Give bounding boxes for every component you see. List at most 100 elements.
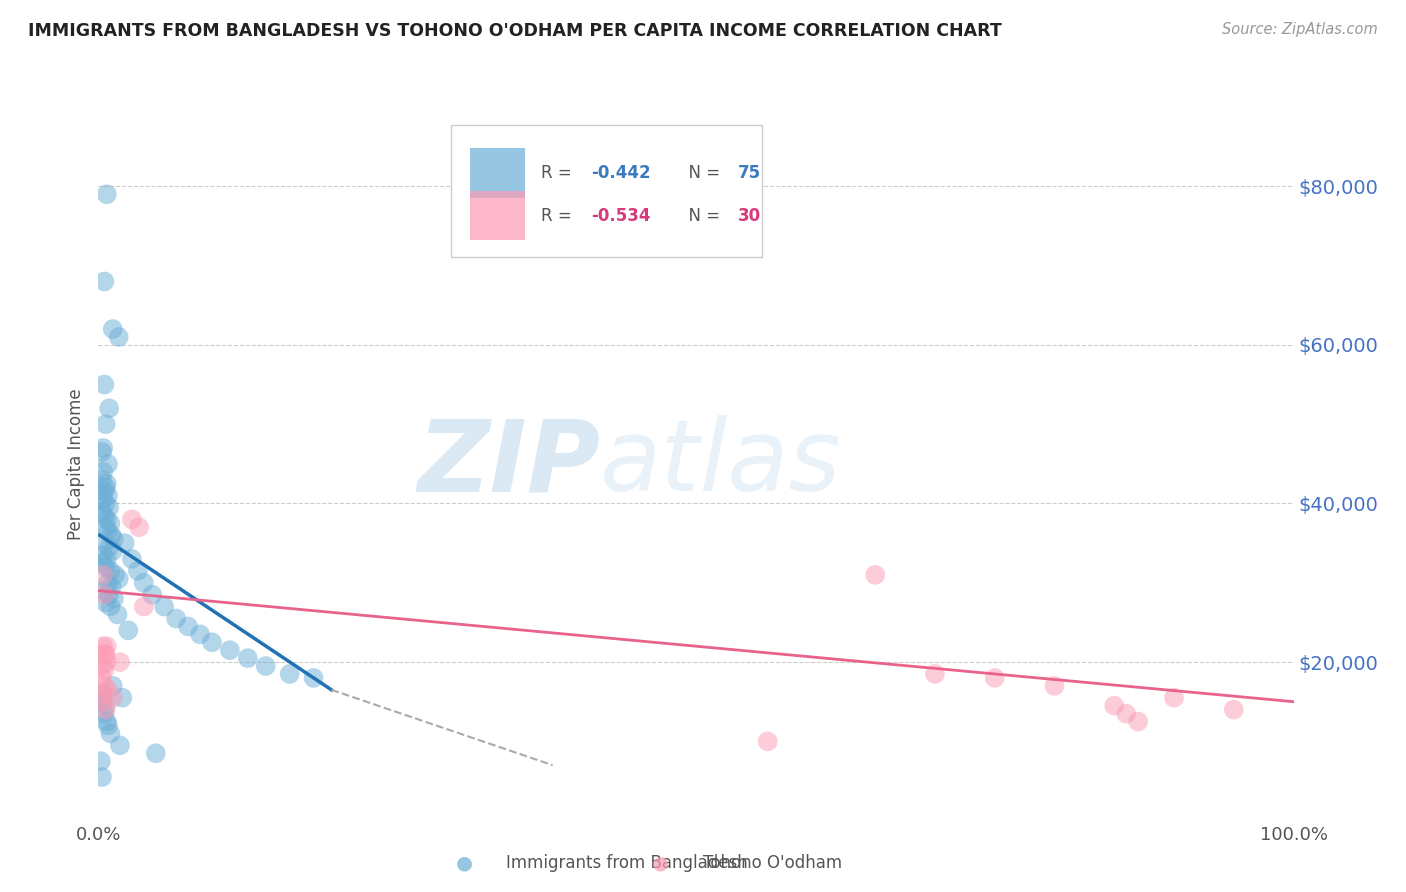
- Text: R =: R =: [540, 207, 576, 225]
- Point: [1163, 690, 1185, 705]
- Point: [127, 564, 149, 578]
- Point: [863, 567, 887, 582]
- Point: [219, 643, 242, 657]
- Point: [94, 698, 117, 713]
- Point: [91, 639, 114, 653]
- Text: IMMIGRANTS FROM BANGLADESH VS TOHONO O'ODHAM PER CAPITA INCOME CORRELATION CHART: IMMIGRANTS FROM BANGLADESH VS TOHONO O'O…: [28, 22, 1002, 40]
- Point: [236, 651, 259, 665]
- Point: [91, 473, 114, 487]
- Point: [90, 754, 112, 768]
- Point: [96, 476, 118, 491]
- Point: [94, 703, 117, 717]
- Point: [100, 528, 122, 542]
- Text: R =: R =: [540, 164, 576, 182]
- Point: [93, 275, 115, 289]
- Point: [128, 520, 150, 534]
- Point: [108, 739, 131, 753]
- Text: 30: 30: [738, 207, 761, 225]
- Point: [97, 457, 120, 471]
- Point: [96, 512, 118, 526]
- Point: [91, 465, 114, 479]
- Point: [98, 588, 121, 602]
- Point: [107, 607, 129, 622]
- Point: [93, 536, 115, 550]
- Point: [94, 520, 117, 534]
- Point: [201, 635, 224, 649]
- Point: [96, 552, 118, 566]
- Point: [93, 588, 115, 602]
- Point: [91, 548, 114, 562]
- Point: [91, 687, 114, 701]
- Point: [188, 627, 211, 641]
- Point: [97, 524, 120, 539]
- Text: Immigrants from Bangladesh: Immigrants from Bangladesh: [506, 854, 748, 871]
- Text: Tohono O'odham: Tohono O'odham: [703, 854, 842, 871]
- Point: [101, 690, 124, 705]
- Point: [141, 588, 163, 602]
- Point: [96, 187, 118, 202]
- Point: [91, 770, 114, 784]
- Point: [121, 552, 143, 566]
- Point: [97, 718, 120, 732]
- Point: [91, 695, 114, 709]
- Point: [145, 746, 167, 760]
- Point: [98, 564, 122, 578]
- Point: [91, 695, 114, 709]
- Point: [101, 679, 124, 693]
- Point: [97, 682, 120, 697]
- Text: N =: N =: [678, 207, 725, 225]
- Point: [278, 667, 301, 681]
- FancyBboxPatch shape: [451, 125, 762, 257]
- Point: [94, 481, 117, 495]
- Point: [94, 496, 117, 510]
- Point: [91, 441, 114, 455]
- Point: [100, 580, 122, 594]
- Point: [984, 671, 1007, 685]
- Point: [97, 575, 120, 590]
- Point: [98, 500, 121, 515]
- Point: [93, 377, 115, 392]
- Point: [104, 567, 127, 582]
- Point: [107, 330, 129, 344]
- Point: [1222, 703, 1246, 717]
- Text: 75: 75: [738, 164, 761, 182]
- Point: [108, 655, 131, 669]
- Point: [98, 540, 121, 554]
- Point: [91, 671, 114, 685]
- Point: [94, 647, 117, 661]
- Point: [103, 532, 125, 546]
- Point: [94, 560, 117, 574]
- Text: ZIP: ZIP: [418, 416, 600, 512]
- Point: [165, 611, 187, 625]
- Point: [121, 512, 143, 526]
- Point: [132, 575, 155, 590]
- Point: [91, 492, 114, 507]
- Point: [1115, 706, 1137, 721]
- Point: [153, 599, 176, 614]
- Point: [101, 544, 124, 558]
- Point: [94, 417, 117, 432]
- Point: [1043, 679, 1066, 693]
- Point: [93, 706, 115, 721]
- Point: [91, 687, 114, 701]
- Point: [98, 599, 122, 614]
- Point: [93, 484, 115, 499]
- Point: [103, 591, 125, 606]
- FancyBboxPatch shape: [470, 191, 524, 241]
- Point: [96, 714, 118, 729]
- Point: [756, 734, 779, 748]
- Point: [91, 504, 114, 518]
- Point: [1102, 698, 1125, 713]
- Point: [117, 624, 139, 638]
- Point: [91, 556, 114, 570]
- Point: [93, 583, 115, 598]
- Text: atlas: atlas: [600, 416, 842, 512]
- Point: [93, 647, 115, 661]
- Point: [114, 536, 136, 550]
- Point: [98, 516, 122, 531]
- Text: -0.442: -0.442: [591, 164, 651, 182]
- Point: [101, 322, 124, 336]
- Text: ●: ●: [652, 853, 669, 872]
- Point: [107, 572, 129, 586]
- Point: [91, 567, 114, 582]
